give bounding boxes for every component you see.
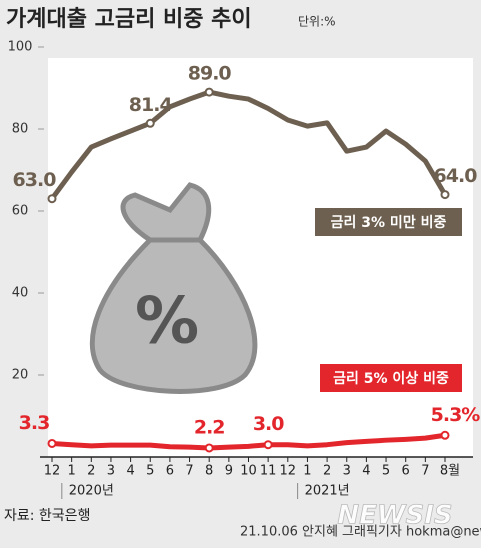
- x-tick-label: 12: [280, 464, 297, 479]
- x-tick-label: 10: [240, 464, 257, 479]
- legend-label: 금리 5% 이상 비중: [333, 370, 449, 387]
- value-label: 3.0: [253, 413, 284, 435]
- legend-box: [315, 208, 462, 236]
- x-tick-label: 5: [382, 464, 390, 479]
- money-bag: %: [89, 182, 258, 394]
- legend-label: 금리 3% 미만 비중: [331, 215, 447, 231]
- value-label: 2.2: [194, 416, 225, 438]
- plot-area: [48, 58, 473, 457]
- data-point: [47, 194, 57, 204]
- data-point: [440, 190, 450, 200]
- data-point: [204, 87, 214, 97]
- data-point: [263, 440, 273, 450]
- x-tick-label: 7: [185, 464, 193, 479]
- x-tick-label: 4: [126, 464, 134, 479]
- watermark: NEWSIS: [337, 501, 452, 531]
- x-tick-label: 5: [146, 464, 154, 479]
- x-tick-label: 12: [44, 464, 61, 479]
- x-tick-label: 9: [225, 464, 233, 479]
- value-label: 63.0: [13, 169, 57, 191]
- value-label: 5.3%: [431, 404, 481, 426]
- series-line: [49, 89, 448, 201]
- x-tick-label: 1: [68, 464, 76, 479]
- x-tick-label: 2: [87, 464, 95, 479]
- x-tick-label: 11: [260, 464, 277, 479]
- y-tick-label: 100: [8, 40, 33, 55]
- year-label: 2021년: [305, 484, 350, 499]
- x-tick-label: 2: [323, 464, 331, 479]
- data-point: [145, 118, 155, 128]
- data-point: [440, 430, 450, 440]
- series-line: [51, 432, 446, 451]
- legend-box: [320, 364, 462, 392]
- source: 자료: 한국은행: [4, 508, 90, 524]
- value-label: 89.0: [188, 63, 232, 85]
- x-tick-label: 1: [303, 464, 311, 479]
- x-tick-label: 6: [402, 464, 410, 479]
- unit-label: 단위:%: [298, 15, 336, 29]
- x-tick-label: 3: [107, 464, 115, 479]
- credit: 21.10.06 안지혜 그래픽기자 hokma@newsis.com: [240, 525, 481, 540]
- value-label: 3.3: [19, 412, 50, 434]
- x-tick-label: 8월: [440, 464, 460, 479]
- y-tick-label: 60: [12, 204, 29, 219]
- x-tick-label: 4: [362, 464, 370, 479]
- x-tick-label: 8: [205, 464, 213, 479]
- y-tick-label: 20: [12, 368, 29, 383]
- data-point: [47, 438, 57, 448]
- x-tick-label: 7: [421, 464, 429, 479]
- chart-title: 가계대출 고금리 비중 추이: [6, 7, 252, 32]
- x-tick-label: 3: [343, 464, 351, 479]
- y-tick-label: 40: [12, 286, 29, 301]
- x-tick-label: 6: [166, 464, 174, 479]
- percent-icon: %: [135, 285, 199, 359]
- year-label: 2020년: [69, 484, 114, 499]
- value-label: 64.0: [434, 165, 478, 187]
- value-label: 81.4: [129, 94, 173, 116]
- data-point: [204, 443, 214, 453]
- y-tick-label: 80: [12, 122, 29, 137]
